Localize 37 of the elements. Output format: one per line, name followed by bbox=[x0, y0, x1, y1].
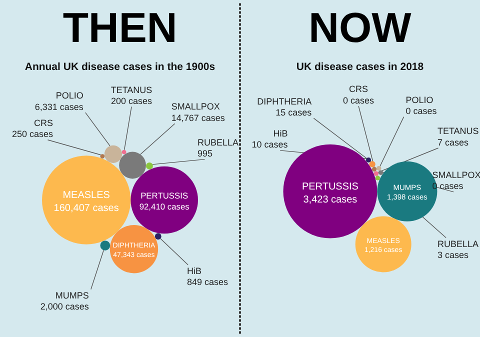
category-label: DIPHTHERIA bbox=[257, 96, 312, 106]
category-label: MUMPS bbox=[55, 290, 89, 300]
text: THEN bbox=[62, 4, 178, 51]
data-label: 3,423 cases bbox=[303, 194, 358, 206]
text: NOW bbox=[308, 4, 412, 51]
category-label: RUBELLA bbox=[197, 137, 238, 148]
category-label: PERTUSSIS bbox=[140, 190, 188, 200]
data-label: 250 cases bbox=[12, 129, 54, 140]
category-label: PERTUSSIS bbox=[302, 181, 359, 192]
category-label: POLIO bbox=[406, 94, 434, 105]
data-label: 7 cases bbox=[437, 137, 469, 148]
category-label: HiB bbox=[187, 266, 202, 276]
category-label: RUBELLA bbox=[437, 238, 478, 249]
data-label: 14,767 cases bbox=[171, 112, 226, 123]
data-label: 0 cases bbox=[432, 181, 464, 192]
data-label: 92,410 cases bbox=[139, 201, 190, 212]
category-label: SMALLPOX bbox=[171, 102, 220, 112]
data-label: 2,000 cases bbox=[40, 302, 90, 312]
category-label: CRS bbox=[34, 118, 53, 128]
data-label: 0 cases bbox=[406, 106, 438, 116]
data-label: 160,407 cases bbox=[54, 203, 119, 214]
data-label: 3 cases bbox=[437, 250, 469, 260]
data-label: 0 cases bbox=[343, 95, 375, 106]
data-label: 15 cases bbox=[276, 108, 312, 118]
category-label: TETANUS bbox=[437, 126, 479, 136]
data-label: 10 cases bbox=[252, 140, 288, 150]
data-label: 200 cases bbox=[111, 96, 153, 106]
category-label: HiB bbox=[273, 128, 288, 138]
text: UK disease cases in 2018 bbox=[296, 61, 424, 73]
category-label: MEASLES bbox=[62, 190, 110, 201]
category-label: TETANUS bbox=[110, 84, 152, 95]
category-label: CRS bbox=[349, 84, 368, 94]
text: Annual UK disease cases in the 1900s bbox=[24, 61, 216, 73]
category-label: POLIO bbox=[56, 90, 84, 101]
data-label: 995 bbox=[197, 148, 212, 159]
data-label: 849 cases bbox=[187, 277, 229, 288]
data-label: 6,331 cases bbox=[34, 102, 84, 112]
